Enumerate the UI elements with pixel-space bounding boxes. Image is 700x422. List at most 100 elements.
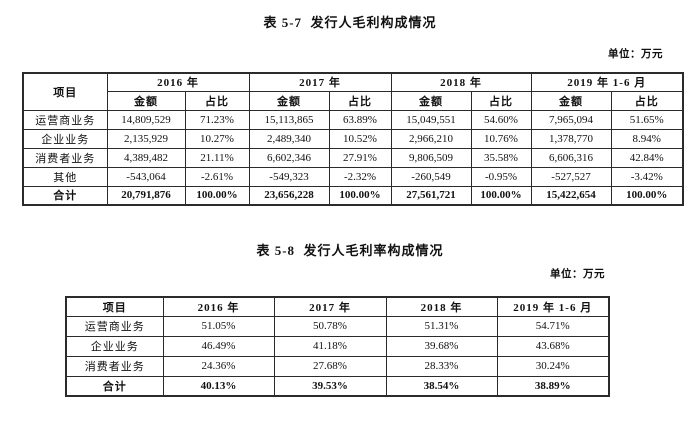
amount-cell: 4,389,482 <box>106 147 186 168</box>
ratio-cell: 38.89% <box>496 375 610 397</box>
table1-year-2018: 2018 年 <box>390 72 532 92</box>
ratio-cell: 51.65% <box>610 109 684 130</box>
ratio-cell: 51.05% <box>162 315 275 337</box>
amount-cell: 15,422,654 <box>530 185 612 206</box>
amount-cell: 2,135,929 <box>106 128 186 149</box>
ratio-cell: 41.18% <box>273 335 387 357</box>
table2-title: 表 5-8 发行人毛利率构成情况 <box>256 243 444 258</box>
amount-cell: 15,049,551 <box>390 109 472 130</box>
table1-item-header: 项目 <box>22 72 108 111</box>
amount-cell: 2,966,210 <box>390 128 472 149</box>
table2-unit-label: 单位：万元 <box>550 269 605 280</box>
ratio-cell: 63.89% <box>328 109 392 130</box>
amount-cell: -549,323 <box>248 166 330 187</box>
amount-cell: 6,602,346 <box>248 147 330 168</box>
ratio-cell: 100.00% <box>328 185 392 206</box>
row-label: 运营商业务 <box>65 315 164 337</box>
amount-header: 金额 <box>106 90 186 111</box>
amount-cell: 23,656,228 <box>248 185 330 206</box>
amount-cell: -543,064 <box>106 166 186 187</box>
table1-year-header-row: 项目 2016 年 2017 年 2018 年 2019 年 1-6 月 <box>22 72 684 111</box>
table1-subheader-row: 金额 占比 金额 占比 金额 占比 金额 占比 <box>23 90 684 111</box>
amount-header: 金额 <box>390 90 472 111</box>
ratio-header: 占比 <box>328 90 392 111</box>
gross-profit-composition-table: 项目 2016 年 2017 年 2018 年 2019 年 1-6 月 金额 … <box>22 72 685 206</box>
amount-cell: 14,809,529 <box>106 109 186 130</box>
amount-header: 金额 <box>248 90 330 111</box>
table2-year-2016: 2016 年 <box>162 296 275 317</box>
ratio-cell: 35.58% <box>470 147 532 168</box>
ratio-cell: 24.36% <box>162 355 275 377</box>
total-row: 合计 20,791,876 100.00% 23,656,228 100.00%… <box>22 185 684 206</box>
ratio-cell: 27.91% <box>328 147 392 168</box>
amount-cell: 6,606,316 <box>530 147 612 168</box>
row-label: 企业业务 <box>65 335 164 357</box>
gross-margin-composition-table: 项目 2016 年 2017 年 2018 年 2019 年 1-6 月 运营商… <box>65 296 610 397</box>
amount-cell: 20,791,876 <box>106 185 186 206</box>
ratio-cell: -3.42% <box>610 166 684 187</box>
ratio-cell: 40.13% <box>162 375 275 397</box>
amount-cell: 7,965,094 <box>530 109 612 130</box>
row-label: 合计 <box>65 375 164 397</box>
table2-year-2019h1: 2019 年 1-6 月 <box>496 296 610 317</box>
ratio-cell: 28.33% <box>385 355 498 377</box>
ratio-cell: 27.68% <box>273 355 387 377</box>
row-label: 消费者业务 <box>65 355 164 377</box>
ratio-cell: -2.32% <box>328 166 392 187</box>
ratio-cell: 21.11% <box>184 147 250 168</box>
table-row: 消费者业务 4,389,482 21.11% 6,602,346 27.91% … <box>22 147 684 168</box>
row-label: 运营商业务 <box>22 109 108 130</box>
ratio-cell: 42.84% <box>610 147 684 168</box>
ratio-cell: 30.24% <box>496 355 610 377</box>
ratio-cell: 10.76% <box>470 128 532 149</box>
table2-header-row: 项目 2016 年 2017 年 2018 年 2019 年 1-6 月 <box>65 296 610 317</box>
row-label: 合计 <box>22 185 108 206</box>
ratio-cell: 51.31% <box>385 315 498 337</box>
amount-cell: -527,527 <box>530 166 612 187</box>
ratio-cell: 10.27% <box>184 128 250 149</box>
table-row: 运营商业务 51.05% 50.78% 51.31% 54.71% <box>65 315 610 337</box>
amount-cell: 15,113,865 <box>248 109 330 130</box>
table1-unit-label: 单位：万元 <box>608 49 663 60</box>
ratio-cell: 71.23% <box>184 109 250 130</box>
table-row: 消费者业务 24.36% 27.68% 28.33% 30.24% <box>65 355 610 377</box>
ratio-cell: 43.68% <box>496 335 610 357</box>
row-label: 企业业务 <box>22 128 108 149</box>
ratio-cell: 38.54% <box>385 375 498 397</box>
row-label: 其他 <box>22 166 108 187</box>
table2-year-2018: 2018 年 <box>385 296 498 317</box>
ratio-cell: -2.61% <box>184 166 250 187</box>
amount-cell: -260,549 <box>390 166 472 187</box>
table1-year-2019h1: 2019 年 1-6 月 <box>530 72 684 92</box>
amount-cell: 1,378,770 <box>530 128 612 149</box>
ratio-cell: 100.00% <box>470 185 532 206</box>
ratio-cell: 54.71% <box>496 315 610 337</box>
table-row: 企业业务 46.49% 41.18% 39.68% 43.68% <box>65 335 610 357</box>
table2-item-header: 项目 <box>65 296 164 317</box>
table-row: 其他 -543,064 -2.61% -549,323 -2.32% -260,… <box>22 166 684 187</box>
table1-year-2017: 2017 年 <box>248 72 392 92</box>
ratio-cell: 39.53% <box>273 375 387 397</box>
table-row: 企业业务 2,135,929 10.27% 2,489,340 10.52% 2… <box>22 128 684 149</box>
amount-cell: 9,806,509 <box>390 147 472 168</box>
ratio-cell: 39.68% <box>385 335 498 357</box>
ratio-cell: 46.49% <box>162 335 275 357</box>
ratio-cell: 100.00% <box>184 185 250 206</box>
ratio-header: 占比 <box>610 90 684 111</box>
ratio-header: 占比 <box>470 90 532 111</box>
table-row: 运营商业务 14,809,529 71.23% 15,113,865 63.89… <box>22 109 684 130</box>
row-label: 消费者业务 <box>22 147 108 168</box>
amount-cell: 27,561,721 <box>390 185 472 206</box>
amount-header: 金额 <box>530 90 612 111</box>
ratio-cell: -0.95% <box>470 166 532 187</box>
ratio-cell: 50.78% <box>273 315 387 337</box>
ratio-cell: 10.52% <box>328 128 392 149</box>
ratio-header: 占比 <box>184 90 250 111</box>
amount-cell: 2,489,340 <box>248 128 330 149</box>
table1-year-2016: 2016 年 <box>106 72 250 92</box>
ratio-cell: 54.60% <box>470 109 532 130</box>
table2-year-2017: 2017 年 <box>273 296 387 317</box>
total-row: 合计 40.13% 39.53% 38.54% 38.89% <box>65 375 610 397</box>
table1-title: 表 5-7 发行人毛利构成情况 <box>263 15 437 30</box>
